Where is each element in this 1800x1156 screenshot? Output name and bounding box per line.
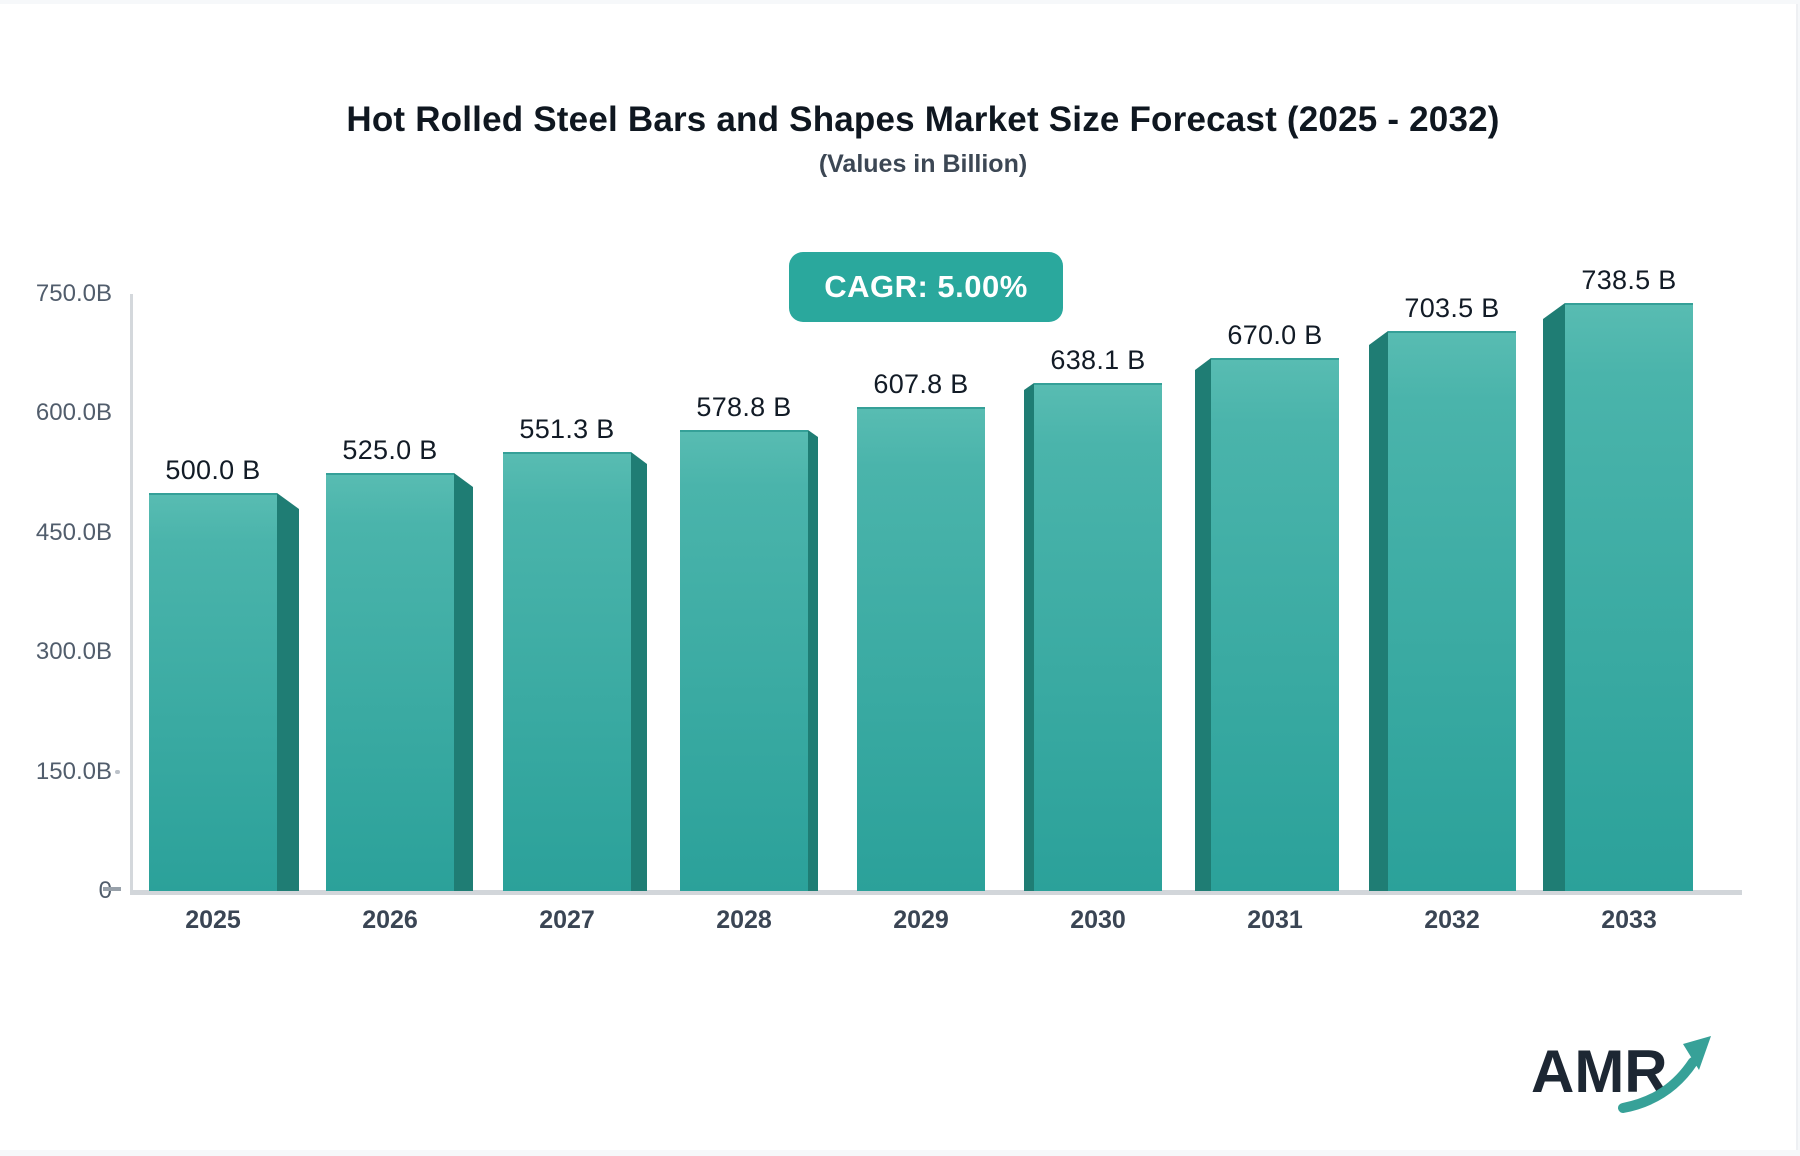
- x-tick-label: 2033: [1601, 906, 1657, 934]
- y-tick-label: 0: [0, 875, 112, 907]
- amr-logo: AMR: [1505, 1022, 1725, 1118]
- bar-2032: [1388, 331, 1516, 891]
- amr-logo-text: AMR: [1531, 1038, 1668, 1105]
- bar-value-label: 578.8 B: [696, 392, 792, 422]
- bar-2026: [326, 473, 454, 891]
- x-tick-label: 2025: [185, 906, 241, 934]
- y-axis-line: [130, 294, 133, 891]
- y-tick-label: 450.0B: [35, 519, 112, 546]
- amr-logo-graphic: AMR: [1531, 1036, 1711, 1113]
- y-tick-label: 150.0B: [35, 758, 112, 785]
- minor-tick-mark: [115, 770, 120, 774]
- chart-subtitle: (Values in Billion): [818, 150, 1028, 178]
- bar-2028: [680, 430, 808, 891]
- cagr-badge: CAGR: 5.00%: [789, 252, 1063, 322]
- x-tick-label: 2032: [1424, 906, 1480, 934]
- bar-2029: [857, 407, 985, 891]
- bar-2031: [1211, 358, 1339, 891]
- zero-tick-mark: [103, 887, 121, 891]
- bar-2027: [503, 452, 631, 891]
- amr-logo-arrow-head: [1683, 1036, 1711, 1070]
- x-tick-label: 2026: [362, 906, 418, 934]
- bar-value-label: 500.0 B: [165, 455, 261, 485]
- bar-value-label: 703.5 B: [1404, 293, 1500, 323]
- bar-value-label: 638.1 B: [1050, 345, 1146, 375]
- x-axis-line: [130, 890, 1742, 895]
- x-tick-label: 2031: [1247, 906, 1303, 934]
- bar-value-label: 607.8 B: [873, 369, 969, 399]
- chart-title: Hot Rolled Steel Bars and Shapes Market …: [346, 100, 1500, 139]
- bar-3d-side: [631, 452, 647, 891]
- bar-3d-side: [808, 430, 818, 891]
- bar-value-label: 525.0 B: [342, 435, 438, 465]
- bar-value-label: 670.0 B: [1227, 320, 1323, 350]
- y-tick-label: 600.0B: [35, 399, 112, 426]
- x-tick-label: 2030: [1070, 906, 1126, 934]
- bar-3d-side: [277, 493, 299, 891]
- bar-value-label: 551.3 B: [519, 414, 615, 444]
- bar-3d-side: [1024, 383, 1034, 891]
- bar-3d-side: [454, 473, 473, 891]
- bar-2033: [1565, 303, 1693, 891]
- x-tick-label: 2029: [893, 906, 949, 934]
- y-tick-label: 300.0B: [35, 638, 112, 665]
- bar-2025: [149, 493, 277, 891]
- y-tick-label: 750.0B: [35, 280, 112, 307]
- chart-card: Hot Rolled Steel Bars and Shapes Market …: [0, 4, 1798, 1150]
- amr-logo-arrow-swoosh: [1618, 1057, 1698, 1113]
- bar-2030: [1034, 383, 1162, 891]
- x-tick-label: 2027: [539, 906, 595, 934]
- bar-3d-side: [1195, 358, 1211, 891]
- bar-value-label: 738.5 B: [1581, 265, 1677, 295]
- cagr-badge-label: CAGR: 5.00%: [824, 269, 1028, 304]
- bar-3d-side: [1543, 303, 1565, 891]
- bar-3d-side: [1369, 331, 1388, 891]
- x-tick-label: 2028: [716, 906, 772, 934]
